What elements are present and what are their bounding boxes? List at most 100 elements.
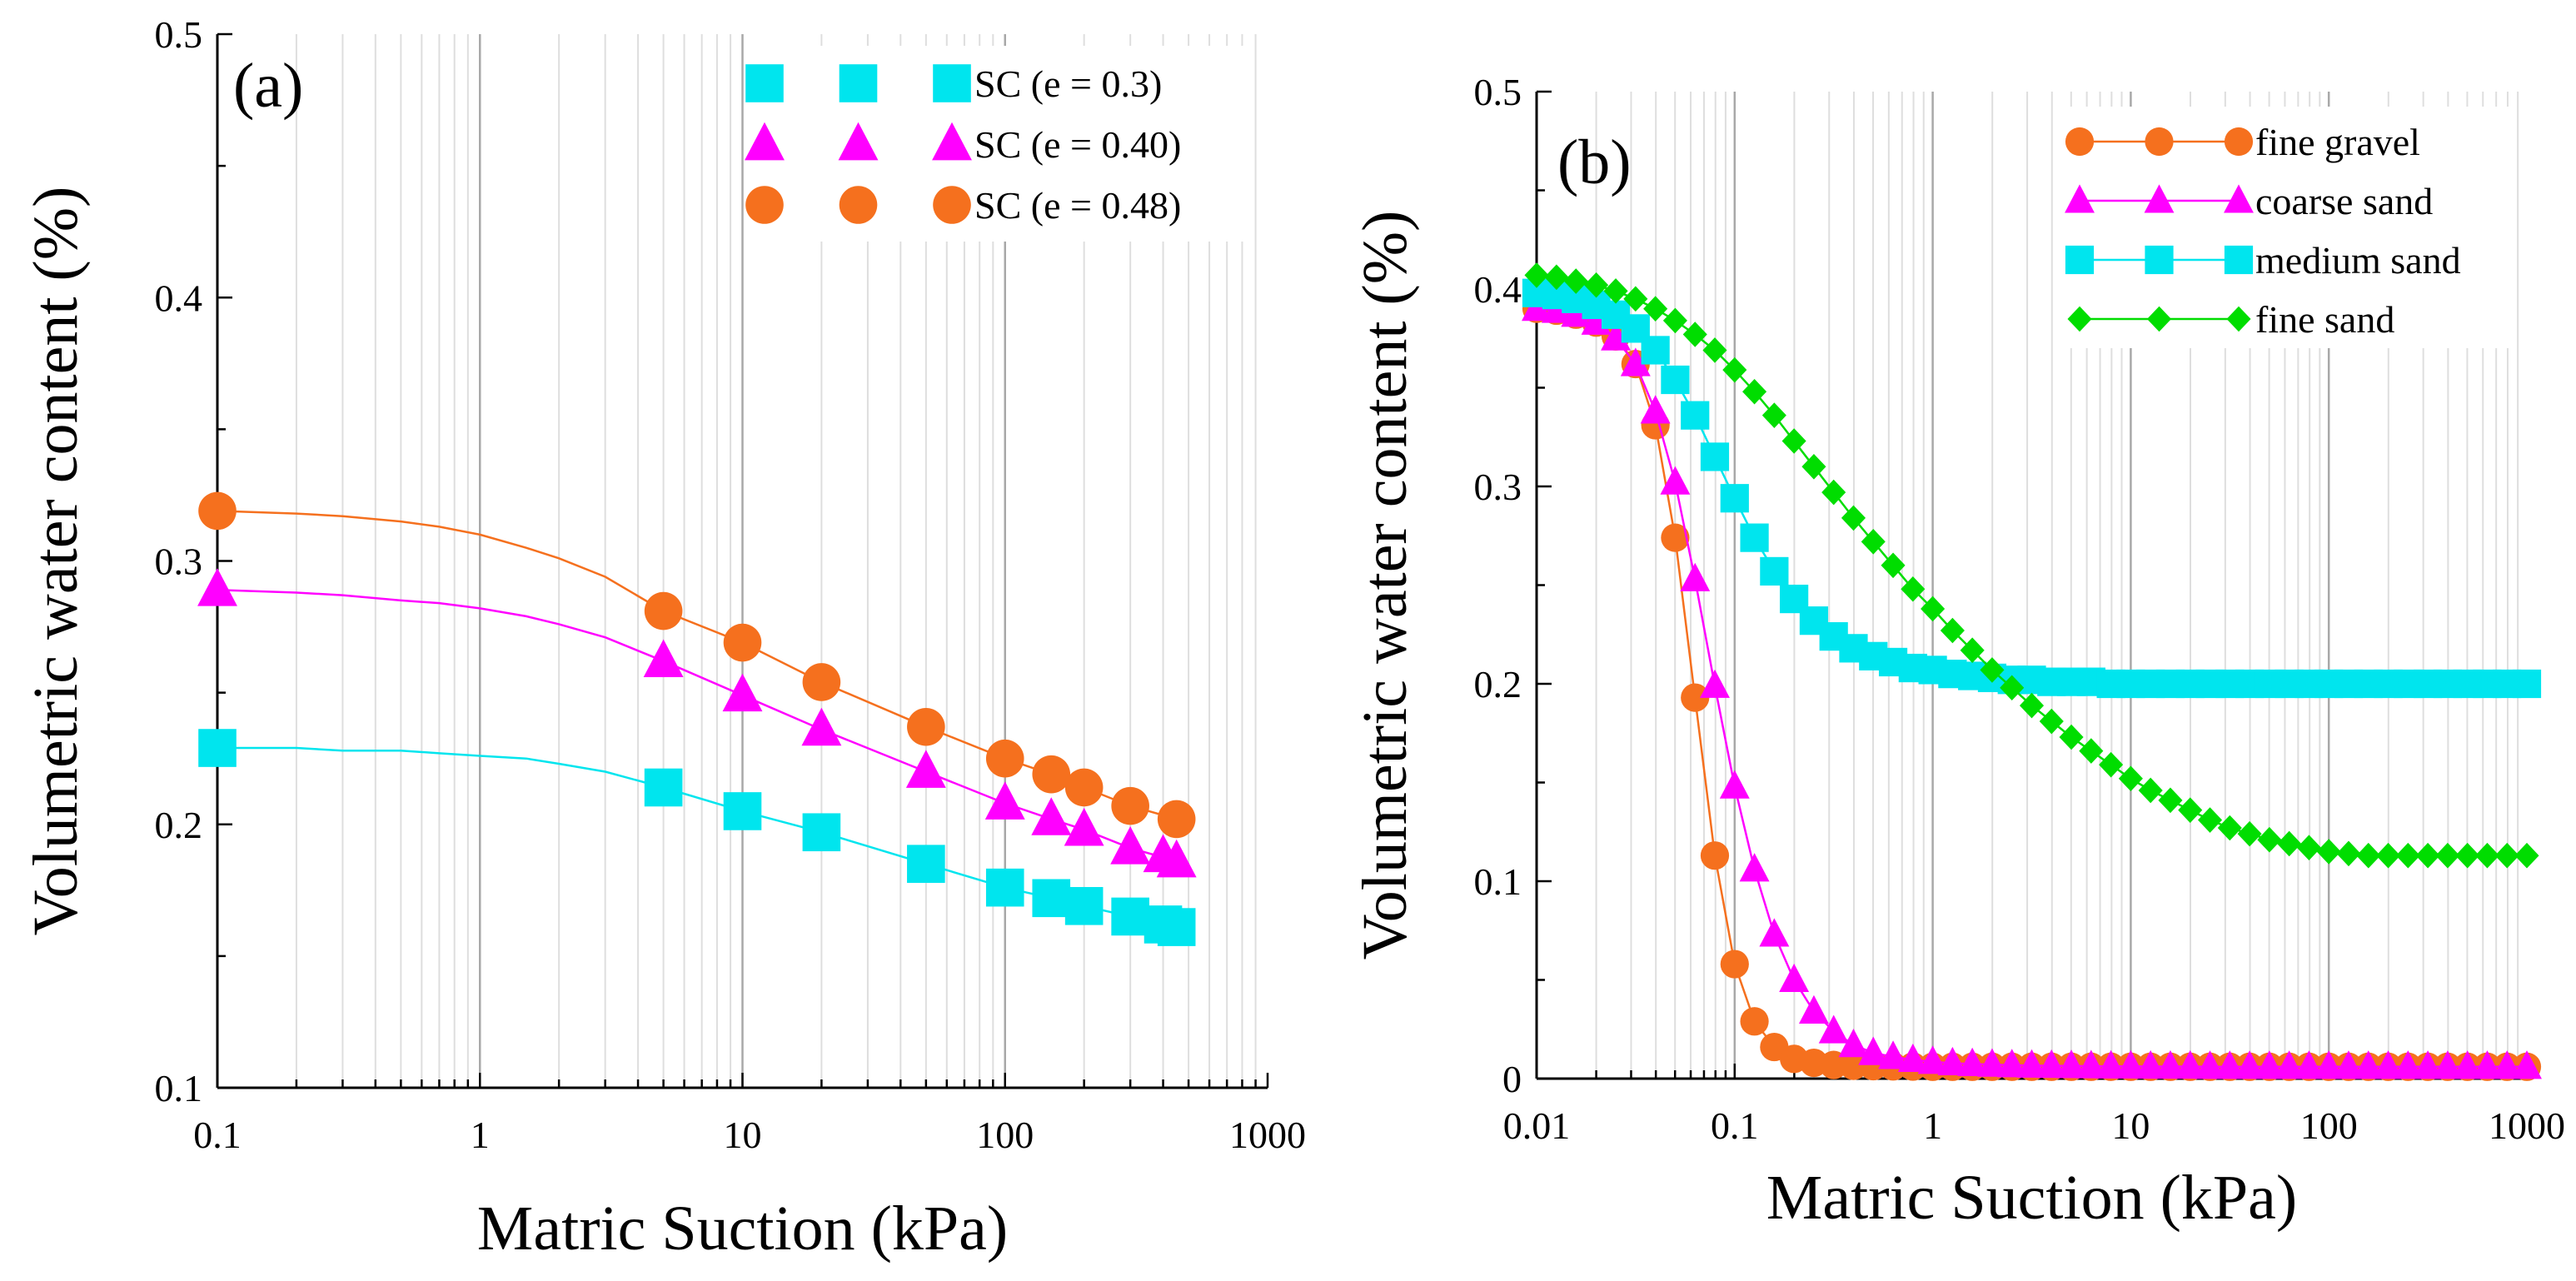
- data-point: [722, 673, 763, 712]
- legend-background: [754, 46, 1253, 242]
- data-point: [1881, 552, 1906, 579]
- data-point: [1720, 484, 1749, 513]
- data-point: [1917, 1045, 1948, 1074]
- x-tick-label: 100: [2300, 1104, 2358, 1147]
- data-point: [2316, 839, 2341, 865]
- legend-marker: [2065, 127, 2095, 157]
- x-axis-title: Matric Suction (kPa): [477, 1194, 1008, 1264]
- legend-marker: [745, 186, 784, 224]
- data-point: [197, 568, 237, 606]
- y-tick-label: 0.3: [1474, 466, 1522, 508]
- legend-label: SC (e = 0.40): [974, 123, 1181, 166]
- data-point: [802, 663, 841, 701]
- series-medium-sand: [1522, 278, 2542, 699]
- data-point: [1157, 908, 1196, 946]
- data-point: [1603, 278, 1628, 304]
- data-point: [2415, 842, 2440, 869]
- legend-marker: [745, 64, 784, 102]
- data-point: [2334, 1050, 2364, 1079]
- legend-label: medium sand: [2255, 239, 2461, 282]
- legend-label: fine sand: [2255, 298, 2394, 341]
- data-point: [1111, 786, 1149, 825]
- y-tick-label: 0: [1502, 1058, 1522, 1100]
- panel-label: (a): [233, 51, 303, 121]
- data-point: [2294, 1050, 2324, 1079]
- x-axis-title: Matric Suction (kPa): [1766, 1163, 2297, 1233]
- y-tick-label: 0.5: [1474, 71, 1522, 113]
- data-point: [2435, 842, 2460, 869]
- data-point: [1878, 1040, 1909, 1069]
- data-point: [1779, 963, 1810, 993]
- grid: [295, 34, 1257, 1088]
- data-point: [1841, 505, 1866, 531]
- data-point: [1838, 1029, 1869, 1058]
- data-point: [1921, 596, 1946, 622]
- legend-item: SC (e = 0.48): [745, 184, 1181, 227]
- legend-label: fine gravel: [2255, 121, 2420, 163]
- legend-marker: [2226, 306, 2251, 332]
- legend-item: fine sand: [2067, 298, 2394, 341]
- data-point: [985, 739, 1024, 778]
- data-point: [2115, 1049, 2146, 1079]
- legend-marker: [2065, 245, 2095, 275]
- data-point: [2237, 820, 2262, 847]
- x-tick-label: 1000: [2489, 1104, 2565, 1147]
- data-point: [984, 781, 1025, 820]
- legend-marker: [2067, 306, 2092, 332]
- legend-marker: [2065, 184, 2095, 213]
- x-tick-label: 10: [2111, 1104, 2150, 1147]
- legend-item: SC (e = 0.3): [745, 62, 1162, 105]
- data-point: [2138, 777, 2163, 804]
- data-point: [644, 591, 683, 631]
- data-point: [1700, 669, 1730, 698]
- data-point: [2019, 692, 2045, 719]
- data-point: [1031, 797, 1072, 835]
- data-point: [1110, 825, 1151, 865]
- legend-marker: [2224, 245, 2254, 275]
- data-point: [2135, 1049, 2166, 1079]
- legend-item: medium sand: [2065, 239, 2461, 282]
- data-point: [2195, 1050, 2225, 1079]
- x-tick-label: 10: [724, 1114, 762, 1156]
- data-point: [2036, 1049, 2067, 1079]
- data-point: [2455, 842, 2480, 869]
- data-point: [1858, 1036, 1889, 1065]
- data-point: [985, 868, 1024, 907]
- data-point: [2079, 738, 2104, 764]
- data-point: [2217, 815, 2242, 841]
- data-point: [2016, 1049, 2047, 1078]
- series-fine-sand: [1524, 262, 2539, 869]
- y-tick-label: 0.5: [155, 13, 203, 56]
- data-point: [2452, 1050, 2483, 1079]
- data-point: [644, 768, 683, 807]
- legend-item: coarse sand: [2065, 180, 2433, 222]
- data-point: [1620, 347, 1651, 376]
- data-point: [1682, 321, 1707, 347]
- y-tick-label: 0.1: [1474, 860, 1522, 903]
- x-tick-label: 100: [976, 1114, 1034, 1156]
- legend-marker: [2144, 184, 2175, 213]
- data-point: [198, 729, 237, 767]
- data-point: [2393, 1050, 2424, 1079]
- data-point: [2178, 797, 2203, 823]
- legend-item: SC (e = 0.40): [745, 122, 1181, 166]
- data-point: [1643, 296, 1668, 321]
- data-point: [2512, 669, 2542, 699]
- data-point: [2492, 1050, 2523, 1079]
- data-point: [801, 707, 842, 746]
- legend-marker: [2224, 184, 2254, 213]
- data-point: [1861, 529, 1886, 555]
- x-tick-label: 0.1: [193, 1114, 242, 1156]
- y-tick-label: 0.2: [1474, 663, 1522, 705]
- data-point: [1937, 1046, 1968, 1076]
- data-point: [2118, 765, 2143, 792]
- data-point: [1662, 307, 1687, 334]
- series-coarse-sand: [1522, 292, 2542, 1079]
- legend-marker: [839, 186, 878, 224]
- x-tick-label: 1: [471, 1114, 490, 1156]
- panel-label: (b): [1557, 127, 1632, 197]
- legend-marker: [2224, 127, 2254, 157]
- data-point: [1156, 839, 1197, 878]
- data-point: [1720, 950, 1749, 979]
- data-point: [1032, 879, 1071, 918]
